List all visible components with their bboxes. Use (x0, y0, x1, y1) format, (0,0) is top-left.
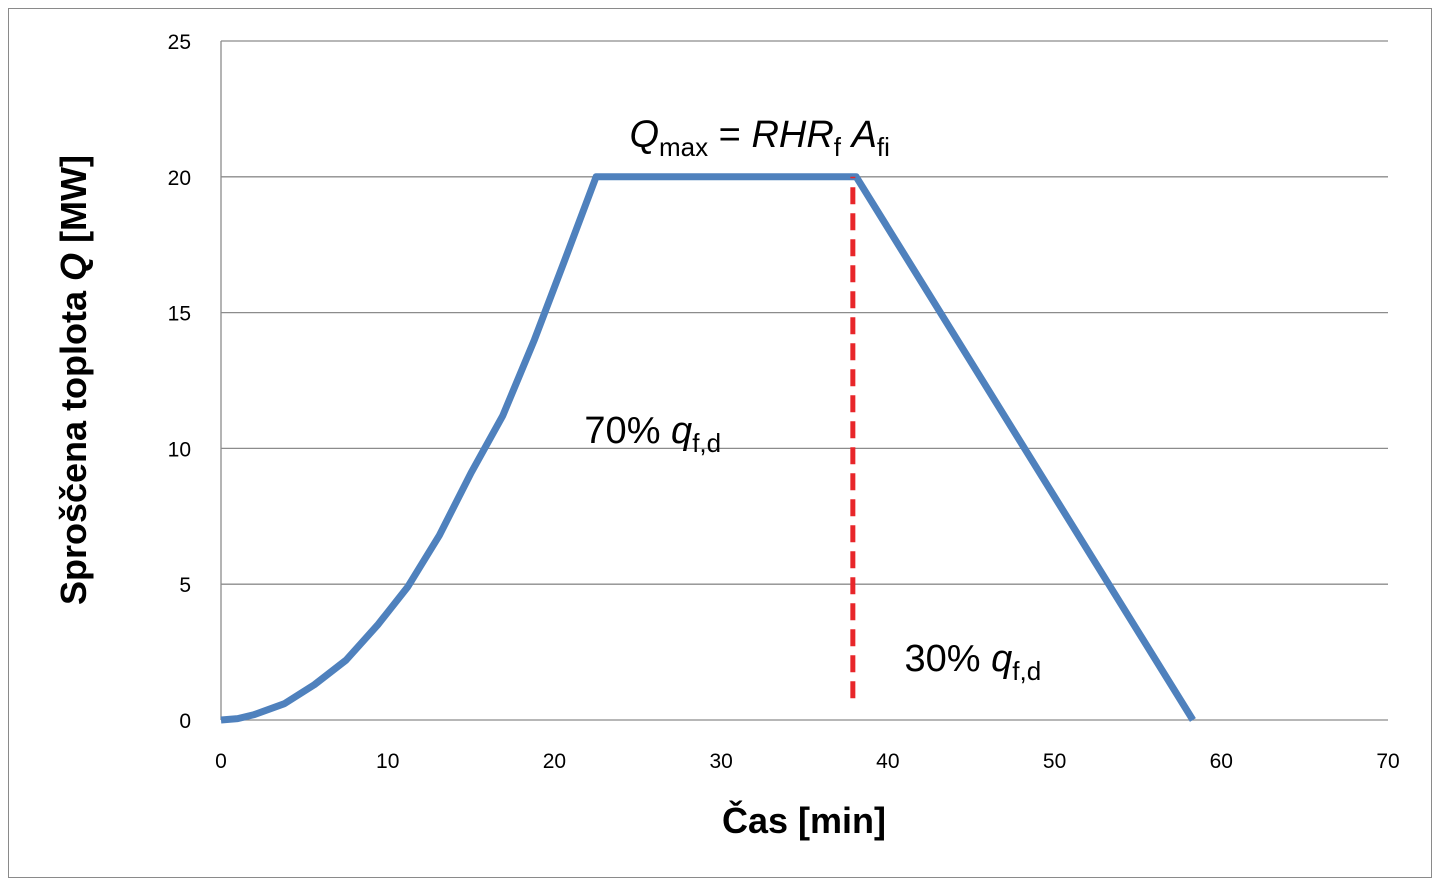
annotation-pct30: 30% qf,d (905, 638, 1042, 686)
y-tick-label-20: 20 (168, 167, 191, 190)
y-tick-label-10: 10 (168, 438, 191, 461)
annotation-qmax: Qmax = RHRf Afi (629, 114, 889, 162)
annotations: Qmax = RHRf Afi 70% qf,d 30% qf,d (584, 114, 1041, 686)
x-tick-label-50: 50 (1043, 750, 1066, 773)
y-axis-label: Sproščena toplota Q [MW] (53, 155, 94, 605)
x-tick-label-30: 30 (709, 750, 732, 773)
x-tick-label-10: 10 (376, 750, 399, 773)
y-axis-label-symbol: Q (53, 253, 94, 281)
x-tick-label-20: 20 (543, 750, 566, 773)
x-tick-label-60: 60 (1210, 750, 1233, 773)
y-tick-label-15: 15 (168, 303, 191, 326)
y-tick-labels: 0 5 10 15 20 25 (168, 31, 191, 733)
x-tick-label-0: 0 (215, 750, 227, 773)
x-axis-label: Čas [min] (722, 799, 886, 841)
y-tick-label-5: 5 (179, 574, 191, 597)
x-tick-label-70: 70 (1376, 750, 1399, 773)
y-tick-label-0: 0 (179, 710, 191, 733)
x-tick-labels: 0 10 20 30 40 50 60 70 (215, 750, 1400, 773)
y-axis-label-prefix: Sproščena toplota (53, 281, 94, 605)
annotation-pct70: 70% qf,d (584, 410, 721, 458)
y-tick-label-25: 25 (168, 31, 191, 54)
y-axis-label-suffix: [MW] (53, 155, 94, 253)
x-tick-label-40: 40 (876, 750, 899, 773)
